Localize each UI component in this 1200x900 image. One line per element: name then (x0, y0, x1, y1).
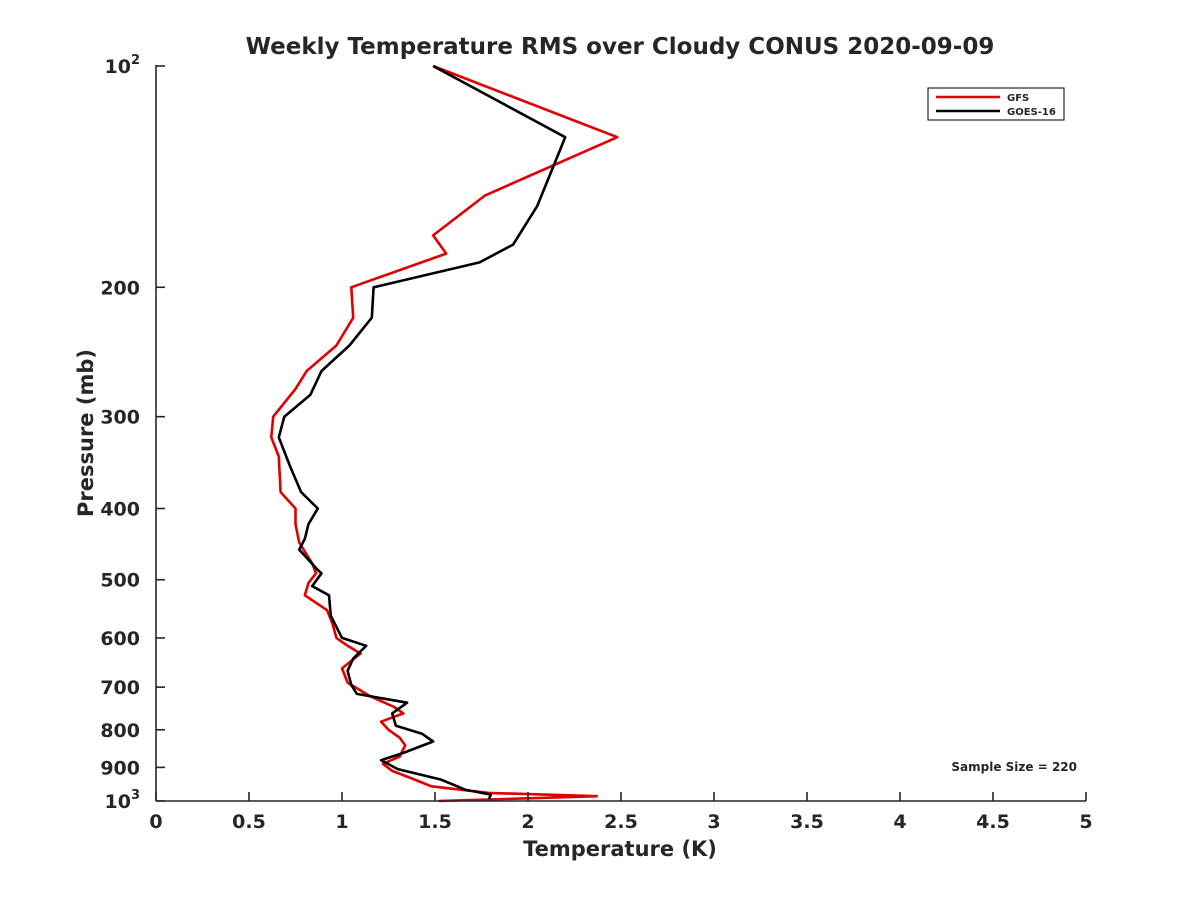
legend-label-gfs: GFS (1007, 93, 1029, 104)
x-tick-label: 1 (335, 811, 348, 833)
y-axis-label: Pressure (mb) (74, 349, 98, 517)
x-tick-label: 2 (521, 811, 534, 833)
x-ticks-layer: 0 0.5 1 1.5 2 2.5 3 3.5 4 4.5 5 (149, 792, 1093, 833)
x-tick-label: 0 (149, 811, 162, 833)
legend-box (927, 87, 1065, 121)
y-ticks-layer: 102 200 300 400 500 600 700 800 900 103 (100, 53, 165, 813)
y-tick-label: 400 (100, 499, 140, 521)
x-tick-label: 4.5 (976, 811, 1010, 833)
sample-size-annotation: Sample Size = 220 (951, 760, 1077, 774)
y-tick-label: 800 (100, 720, 140, 742)
y-tick-label: 900 (100, 757, 140, 779)
x-tick-label: 5 (1079, 811, 1092, 833)
legend: GFS GOES-16 (927, 87, 1065, 121)
x-axis-label: Temperature (K) (523, 837, 717, 861)
x-tick-label: 1.5 (418, 811, 452, 833)
y-tick-label: 102 (105, 53, 141, 78)
series-layer (269, 64, 619, 803)
x-tick-label: 0.5 (232, 811, 266, 833)
x-tick-label: 4 (893, 811, 906, 833)
y-tick-label: 700 (100, 677, 140, 699)
x-tick-label: 2.5 (604, 811, 638, 833)
x-tick-label: 3 (707, 811, 720, 833)
y-tick-label: 500 (100, 570, 140, 592)
y-tick-label: 200 (100, 277, 140, 299)
y-tick-label: 600 (100, 628, 140, 650)
series-line-goes16 (277, 64, 567, 800)
y-tick-label: 103 (105, 788, 141, 813)
series-line-gfs (269, 64, 619, 803)
chart-title: Weekly Temperature RMS over Cloudy CONUS… (246, 34, 995, 60)
x-tick-label: 3.5 (790, 811, 824, 833)
y-tick-label: 300 (100, 407, 140, 429)
legend-label-goes16: GOES-16 (1007, 107, 1056, 118)
